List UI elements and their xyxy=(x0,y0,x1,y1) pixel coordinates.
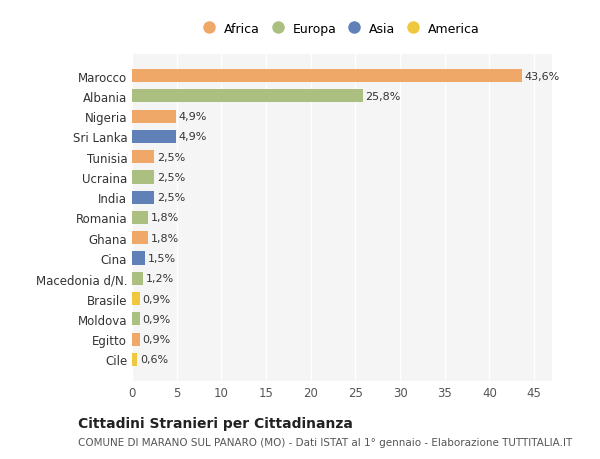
Text: 0,6%: 0,6% xyxy=(140,355,168,364)
Text: 1,8%: 1,8% xyxy=(151,233,179,243)
Bar xyxy=(132,313,140,326)
Text: 1,5%: 1,5% xyxy=(148,253,176,263)
Bar xyxy=(132,212,148,224)
Bar xyxy=(132,252,145,265)
Bar xyxy=(132,353,137,366)
Bar xyxy=(132,191,154,204)
Bar xyxy=(132,292,140,306)
Text: 0,9%: 0,9% xyxy=(143,314,171,324)
Legend: Africa, Europa, Asia, America: Africa, Europa, Asia, America xyxy=(200,19,484,39)
Bar xyxy=(132,110,176,123)
Text: 2,5%: 2,5% xyxy=(157,152,185,162)
Bar xyxy=(132,90,362,103)
Text: 2,5%: 2,5% xyxy=(157,193,185,203)
Text: COMUNE DI MARANO SUL PANARO (MO) - Dati ISTAT al 1° gennaio - Elaborazione TUTTI: COMUNE DI MARANO SUL PANARO (MO) - Dati … xyxy=(78,437,572,447)
Text: Cittadini Stranieri per Cittadinanza: Cittadini Stranieri per Cittadinanza xyxy=(78,416,353,430)
Bar xyxy=(132,272,143,285)
Text: 25,8%: 25,8% xyxy=(365,92,401,102)
Text: 43,6%: 43,6% xyxy=(524,72,560,81)
Bar xyxy=(132,171,154,184)
Bar xyxy=(132,232,148,245)
Text: 0,9%: 0,9% xyxy=(143,294,171,304)
Bar xyxy=(132,151,154,164)
Bar xyxy=(132,333,140,346)
Text: 2,5%: 2,5% xyxy=(157,173,185,183)
Bar xyxy=(132,130,176,144)
Bar xyxy=(132,70,521,83)
Text: 4,9%: 4,9% xyxy=(178,132,207,142)
Text: 4,9%: 4,9% xyxy=(178,112,207,122)
Text: 1,8%: 1,8% xyxy=(151,213,179,223)
Text: 0,9%: 0,9% xyxy=(143,334,171,344)
Text: 1,2%: 1,2% xyxy=(145,274,173,284)
